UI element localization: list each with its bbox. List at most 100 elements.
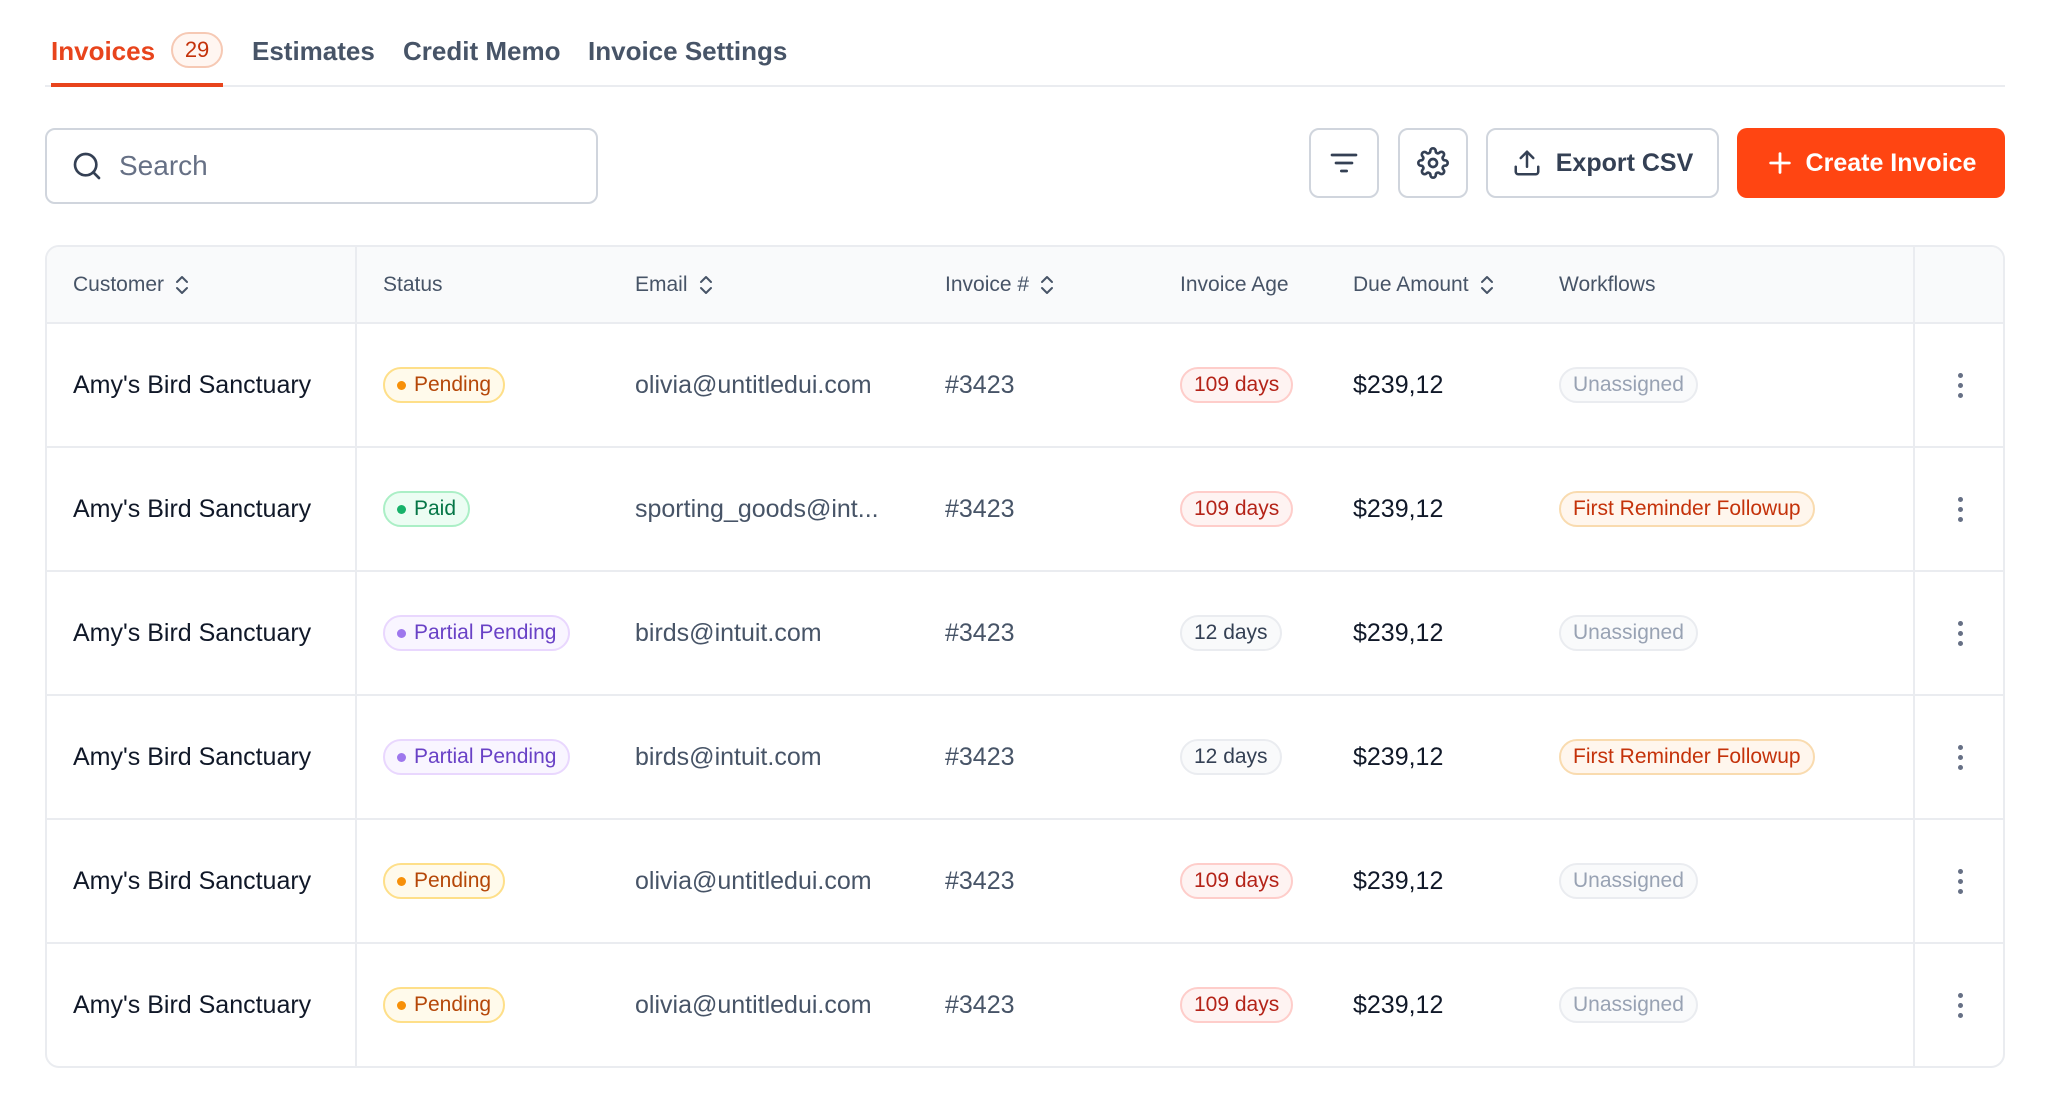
- gear-icon: [1417, 147, 1449, 179]
- header-label: Email: [635, 272, 688, 296]
- invoice-age-badge: 109 days: [1180, 367, 1294, 403]
- workflow-cell: Unassigned: [1559, 944, 1698, 1066]
- create-invoice-label: Create Invoice: [1805, 148, 1977, 177]
- due-amount: $239,12: [1353, 990, 1444, 1019]
- header-invoice-number[interactable]: Invoice #: [945, 247, 1055, 322]
- status-dot-icon: [397, 876, 406, 886]
- customer-name: Amy's Bird Sanctuary: [73, 742, 312, 771]
- status-label: Partial Pending: [414, 621, 557, 644]
- workflow-cell: Unassigned: [1559, 820, 1698, 942]
- status-cell: Paid: [383, 448, 471, 570]
- status-dot-icon: [397, 752, 406, 762]
- tab-invoice-settings[interactable]: Invoice Settings: [588, 30, 787, 87]
- column-divider: [1913, 247, 1915, 1066]
- invoices-table: Customer Status Email Invoice # Invoice …: [45, 245, 2005, 1068]
- header-invoice-age: Invoice Age: [1180, 247, 1289, 322]
- workflow-cell: First Reminder Followup: [1559, 696, 1815, 818]
- invoice-age-cell: 109 days: [1180, 820, 1294, 942]
- more-vertical-icon: [1957, 496, 1963, 522]
- workflow-cell: Unassigned: [1559, 572, 1698, 694]
- table-row[interactable]: Amy's Bird Sanctuary Paid sporting_goods…: [47, 448, 2003, 572]
- invoice-age-badge: 109 days: [1180, 491, 1294, 527]
- sort-icon: [1041, 275, 1054, 294]
- customer-name: Amy's Bird Sanctuary: [73, 494, 312, 523]
- invoice-age-cell: 109 days: [1180, 944, 1294, 1066]
- workflow-cell: Unassigned: [1559, 324, 1698, 446]
- customer-name: Amy's Bird Sanctuary: [73, 370, 312, 399]
- customer-name: Amy's Bird Sanctuary: [73, 990, 312, 1019]
- table-row[interactable]: Amy's Bird Sanctuary Partial Pending bir…: [47, 696, 2003, 820]
- due-amount: $239,12: [1353, 866, 1444, 895]
- more-vertical-icon: [1957, 744, 1963, 770]
- settings-button[interactable]: [1398, 128, 1468, 198]
- status-cell: Pending: [383, 944, 506, 1066]
- status-cell: Pending: [383, 820, 506, 942]
- status-badge: Paid: [383, 491, 471, 527]
- filter-button[interactable]: [1309, 128, 1379, 198]
- row-actions-button[interactable]: [1915, 448, 2003, 570]
- row-actions-button[interactable]: [1915, 572, 2003, 694]
- header-email[interactable]: Email: [635, 247, 714, 322]
- header-label: Due Amount: [1353, 272, 1469, 296]
- more-vertical-icon: [1957, 372, 1963, 398]
- tab-label: Invoices: [51, 36, 156, 66]
- row-actions-button[interactable]: [1915, 324, 2003, 446]
- invoice-age-cell: 109 days: [1180, 448, 1294, 570]
- invoice-age-cell: 12 days: [1180, 572, 1282, 694]
- invoice-age-badge: 12 days: [1180, 615, 1282, 651]
- workflow-cell: First Reminder Followup: [1559, 448, 1815, 570]
- workflow-badge[interactable]: Unassigned: [1559, 987, 1698, 1023]
- search-box[interactable]: [45, 128, 598, 204]
- workflow-badge[interactable]: First Reminder Followup: [1559, 739, 1815, 775]
- row-actions-button[interactable]: [1915, 696, 2003, 818]
- header-label: Status: [383, 272, 443, 296]
- table-row[interactable]: Amy's Bird Sanctuary Partial Pending bir…: [47, 572, 2003, 696]
- status-badge: Pending: [383, 863, 506, 899]
- header-customer[interactable]: Customer: [73, 247, 190, 322]
- sort-icon: [1480, 275, 1493, 294]
- tab-estimates[interactable]: Estimates: [252, 30, 375, 87]
- table-row[interactable]: Amy's Bird Sanctuary Pending olivia@unti…: [47, 944, 2003, 1066]
- workflow-badge[interactable]: Unassigned: [1559, 367, 1698, 403]
- sort-icon: [176, 275, 189, 294]
- invoice-number: #3423: [945, 866, 1015, 895]
- create-invoice-button[interactable]: Create Invoice: [1737, 128, 2005, 198]
- tab-invoices[interactable]: Invoices 29: [51, 30, 224, 87]
- status-label: Pending: [414, 373, 492, 396]
- invoice-age-cell: 12 days: [1180, 696, 1282, 818]
- status-dot-icon: [397, 1000, 406, 1010]
- header-status: Status: [383, 247, 443, 322]
- sort-icon: [699, 275, 712, 294]
- table-header: Customer Status Email Invoice # Invoice …: [47, 247, 2003, 324]
- customer-email: olivia@untitledui.com: [635, 866, 872, 895]
- header-due-amount[interactable]: Due Amount: [1353, 247, 1495, 322]
- due-amount: $239,12: [1353, 742, 1444, 771]
- status-dot-icon: [397, 628, 406, 638]
- due-amount: $239,12: [1353, 494, 1444, 523]
- customer-email: birds@intuit.com: [635, 742, 822, 771]
- search-input[interactable]: [117, 149, 581, 183]
- upload-icon: [1514, 150, 1540, 176]
- row-actions-button[interactable]: [1915, 944, 2003, 1066]
- status-badge: Pending: [383, 367, 506, 403]
- customer-name: Amy's Bird Sanctuary: [73, 866, 312, 895]
- invoice-number: #3423: [945, 742, 1015, 771]
- table-row[interactable]: Amy's Bird Sanctuary Pending olivia@unti…: [47, 324, 2003, 448]
- workflow-badge[interactable]: Unassigned: [1559, 615, 1698, 651]
- customer-email: birds@intuit.com: [635, 618, 822, 647]
- header-label: Customer: [73, 272, 165, 296]
- workflow-badge[interactable]: Unassigned: [1559, 863, 1698, 899]
- table-row[interactable]: Amy's Bird Sanctuary Pending olivia@unti…: [47, 820, 2003, 944]
- header-label: Invoice #: [945, 272, 1030, 296]
- header-label: Workflows: [1559, 272, 1656, 296]
- tab-label: Credit Memo: [403, 36, 561, 66]
- more-vertical-icon: [1957, 868, 1963, 894]
- tab-credit-memo[interactable]: Credit Memo: [403, 30, 560, 87]
- due-amount: $239,12: [1353, 370, 1444, 399]
- customer-email: sporting_goods@int...: [635, 494, 879, 523]
- status-label: Partial Pending: [414, 745, 557, 768]
- status-label: Pending: [414, 869, 492, 892]
- row-actions-button[interactable]: [1915, 820, 2003, 942]
- export-csv-button[interactable]: Export CSV: [1486, 128, 1719, 198]
- workflow-badge[interactable]: First Reminder Followup: [1559, 491, 1815, 527]
